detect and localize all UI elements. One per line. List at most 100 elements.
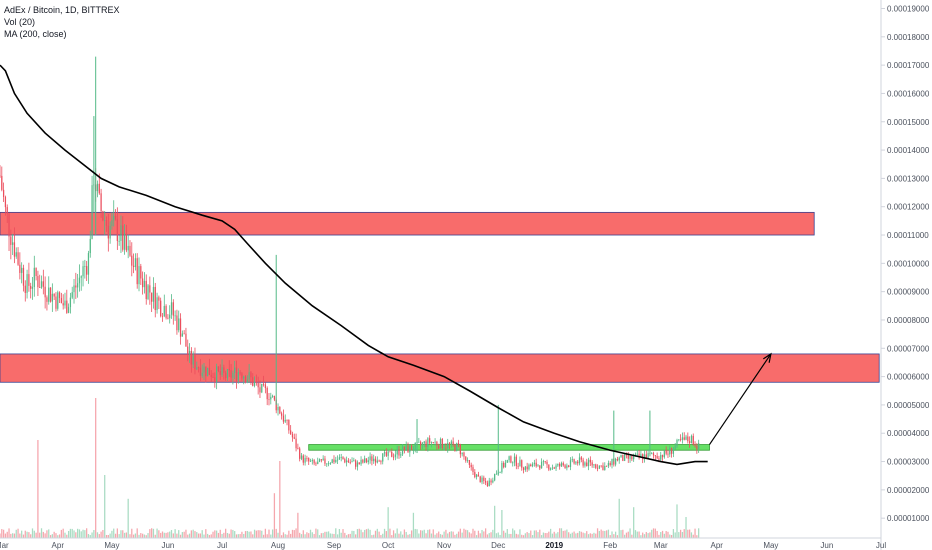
candle-body <box>120 225 122 241</box>
zones-layer <box>0 211 880 451</box>
volume-bar <box>244 531 247 538</box>
candle-body <box>537 465 539 467</box>
price-tick-label: 0.00016000 <box>887 89 930 98</box>
volume-bar <box>178 530 180 538</box>
volume-bar <box>369 529 371 538</box>
volume-bar <box>649 532 651 538</box>
volume-bar <box>559 528 561 538</box>
symbol-title[interactable]: AdEx / Bitcoin, 1D, BITTREX <box>4 5 120 15</box>
candle-body <box>535 462 537 467</box>
candle-body <box>152 286 155 302</box>
candle-body <box>132 265 135 268</box>
candle-body <box>651 453 653 455</box>
candle-body <box>185 333 187 347</box>
volume-bar <box>30 534 32 538</box>
candle-body <box>605 465 608 467</box>
candle-body <box>669 447 671 455</box>
volume-bar <box>647 533 649 538</box>
candle-body <box>445 447 447 449</box>
candle-body <box>371 456 373 462</box>
volume-bar <box>237 534 239 538</box>
volume-bar <box>89 535 91 538</box>
candle-body <box>360 459 362 465</box>
volume-bar <box>308 533 310 538</box>
candle-body <box>252 377 254 386</box>
candle-body <box>689 441 691 443</box>
candle-body <box>436 441 438 446</box>
candle-body <box>174 315 176 317</box>
volume-bar <box>625 532 628 538</box>
price-axis[interactable]: 0.00001000 0.00002000 0.00003000 0.00004000… <box>881 4 930 523</box>
candle-body <box>616 458 619 461</box>
volume-bar <box>306 532 308 538</box>
volume-bar <box>689 529 691 538</box>
candle-body <box>369 456 371 461</box>
volume-bar <box>290 533 292 538</box>
ma-indicator-label[interactable]: MA (200, close) <box>4 29 67 39</box>
candle-body <box>192 355 194 365</box>
volume-bar <box>335 528 337 538</box>
candle-body <box>504 462 507 468</box>
time-tick-label: 2019 <box>545 541 563 550</box>
candle-body <box>528 464 530 470</box>
volume-bar <box>488 533 490 538</box>
candle-body <box>84 266 86 267</box>
candle-body <box>434 441 436 443</box>
volume-bar <box>376 528 378 538</box>
candle-body <box>414 442 416 451</box>
volume-bar <box>477 530 480 538</box>
volume-bar <box>450 531 452 538</box>
volume-bar <box>252 534 254 538</box>
candle-body <box>299 448 301 459</box>
candle-body <box>420 441 422 446</box>
candle-body <box>387 451 389 456</box>
volume-bar <box>353 530 355 538</box>
candle-body <box>652 453 655 456</box>
volume-bar <box>39 532 41 538</box>
candle-body <box>373 458 375 462</box>
volume-bar <box>86 528 88 538</box>
volume-bar <box>161 531 164 538</box>
candle-body <box>234 367 236 374</box>
volume-bar <box>196 532 198 538</box>
volume-bar <box>329 533 332 538</box>
candle-body <box>667 453 669 455</box>
candle-body <box>658 458 660 460</box>
candle-body <box>261 383 263 393</box>
candle-body <box>116 219 118 241</box>
volume-bar <box>365 529 368 538</box>
time-axis[interactable]: Mar Apr May Jun Jul Aug Sep Oct Nov Dec 2019 Feb Mar… <box>0 541 886 550</box>
volume-bar <box>351 530 353 538</box>
candle-body <box>179 318 182 337</box>
volume-bar <box>573 531 575 538</box>
candle-body <box>396 449 398 455</box>
volume-bar <box>80 531 82 538</box>
volume-bar <box>174 529 176 538</box>
volume-bar <box>109 533 111 538</box>
volume-bar <box>355 534 357 538</box>
candle-body <box>418 441 420 443</box>
candle-body <box>595 464 597 468</box>
candle-body <box>559 463 561 467</box>
volume-bar <box>401 534 404 538</box>
volume-bar <box>600 529 602 538</box>
volume-bar <box>683 529 685 538</box>
candle-body <box>197 367 200 369</box>
candle-body <box>463 452 465 457</box>
volume-bar <box>275 528 277 538</box>
volume-bar <box>358 528 360 538</box>
volume-bar <box>517 534 519 538</box>
candle-body <box>362 459 364 463</box>
candle-body <box>1 175 3 190</box>
volume-bar <box>15 529 17 538</box>
candle-body <box>553 467 555 469</box>
volume-bar <box>232 529 234 538</box>
candle-body <box>524 466 526 470</box>
volume-bar <box>456 533 458 538</box>
volume-indicator-label[interactable]: Vol (20) <box>4 17 36 27</box>
time-tick-label: Jun <box>820 541 833 550</box>
candle-body <box>367 460 369 463</box>
candle-body <box>503 462 505 468</box>
candle-body <box>248 372 250 380</box>
